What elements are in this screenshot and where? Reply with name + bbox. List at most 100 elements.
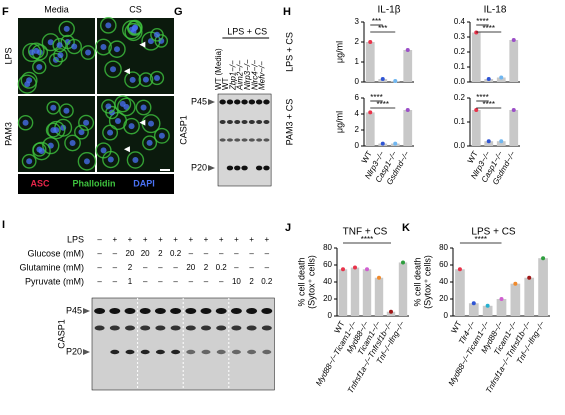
- cell: –: [219, 249, 224, 258]
- band: [255, 165, 263, 171]
- cell: +: [204, 235, 209, 244]
- chart-title: IL-1β: [378, 5, 401, 16]
- cell: –: [143, 277, 148, 286]
- cell: [94, 38, 112, 56]
- cell: [48, 52, 63, 67]
- nucleus: [153, 31, 160, 38]
- band: [201, 325, 211, 331]
- y-tick-label: 20: [323, 294, 332, 303]
- bar: [374, 277, 384, 316]
- nucleus: [85, 49, 92, 56]
- y-tick-label: 1: [355, 57, 360, 66]
- nucleus: [119, 100, 126, 107]
- panel-letter: F: [2, 6, 9, 18]
- cell: –: [158, 263, 163, 272]
- band: [216, 349, 226, 355]
- cell: [150, 27, 164, 42]
- cell: [126, 151, 145, 169]
- nucleus: [26, 158, 33, 165]
- cell: +: [143, 235, 148, 244]
- cell: +: [128, 235, 133, 244]
- y-tick-label: 0.2: [454, 93, 466, 102]
- y-tick-label: 0.1: [454, 117, 466, 126]
- data-point: [401, 260, 405, 265]
- cell: 20: [141, 249, 150, 258]
- band: [226, 120, 233, 124]
- band: [124, 308, 136, 314]
- cell: [78, 114, 95, 131]
- bar: [398, 262, 408, 316]
- band: [234, 165, 241, 171]
- legend-label: ASC: [30, 178, 50, 188]
- y-tick-label: 0: [328, 311, 333, 320]
- cell: [153, 127, 170, 144]
- cell: [108, 40, 126, 58]
- band-label: P45: [191, 96, 207, 106]
- band: [226, 165, 234, 171]
- y-tick-label: 0: [355, 141, 360, 150]
- cell: –: [113, 277, 118, 286]
- cell: 20: [126, 249, 135, 258]
- nucleus: [158, 132, 165, 139]
- nucleus: [142, 76, 149, 83]
- cell: [66, 38, 82, 55]
- bar: [350, 267, 360, 316]
- cell: [77, 152, 97, 171]
- nucleus: [158, 37, 165, 44]
- data-point: [368, 40, 373, 44]
- panel-letter: G: [174, 6, 183, 18]
- band: [226, 99, 234, 105]
- nucleus: [132, 157, 139, 164]
- data-point: [499, 297, 504, 301]
- cell: 0.2: [216, 263, 228, 272]
- band: [231, 325, 242, 331]
- significance-label: ****: [476, 93, 488, 102]
- y-tick-label: 0.3: [454, 32, 466, 41]
- row-label: Glutamine (mM): [19, 262, 84, 272]
- y-tick-label: 60: [439, 260, 448, 269]
- cell: +: [112, 235, 117, 244]
- band: [230, 308, 242, 314]
- nucleus: [78, 129, 85, 136]
- band-label: P45: [66, 305, 82, 315]
- y-tick-label: 60: [323, 260, 332, 269]
- band: [185, 308, 197, 314]
- cell: +: [249, 235, 254, 244]
- y-tick-label: 0: [355, 77, 360, 86]
- cell: [42, 136, 60, 155]
- y-tick-label: 80: [439, 243, 448, 252]
- significance-label: ****: [476, 17, 488, 26]
- cell: –: [173, 263, 178, 272]
- y-tick-label: 6: [355, 93, 360, 102]
- column-label: CS: [129, 4, 142, 14]
- cell: [149, 70, 165, 86]
- band: [125, 325, 135, 331]
- band: [215, 308, 227, 314]
- nucleus: [22, 119, 29, 126]
- cell: [32, 141, 51, 161]
- arrowhead: [139, 41, 146, 48]
- band: [219, 138, 226, 142]
- cell: [102, 150, 120, 169]
- band: [154, 308, 166, 314]
- data-point: [541, 256, 546, 261]
- band: [110, 349, 120, 355]
- y-tick-label: 0.2: [454, 47, 466, 56]
- cell: [117, 97, 136, 117]
- nucleus: [146, 139, 153, 146]
- cell: 0.2: [170, 249, 182, 258]
- data-point: [365, 267, 369, 272]
- bar: [403, 50, 413, 82]
- cell: [104, 60, 122, 79]
- legend-bg: [18, 174, 174, 194]
- panel-letter: K: [402, 222, 410, 234]
- band: [170, 308, 182, 314]
- nucleus: [50, 104, 57, 111]
- nucleus: [63, 25, 70, 32]
- cell: [59, 103, 74, 119]
- band: [155, 325, 166, 331]
- cell: –: [113, 263, 118, 272]
- y-axis-label: μg/ml: [334, 111, 344, 133]
- y-axis-label: (Sytox⁺ cells): [422, 255, 432, 309]
- band: [216, 325, 227, 331]
